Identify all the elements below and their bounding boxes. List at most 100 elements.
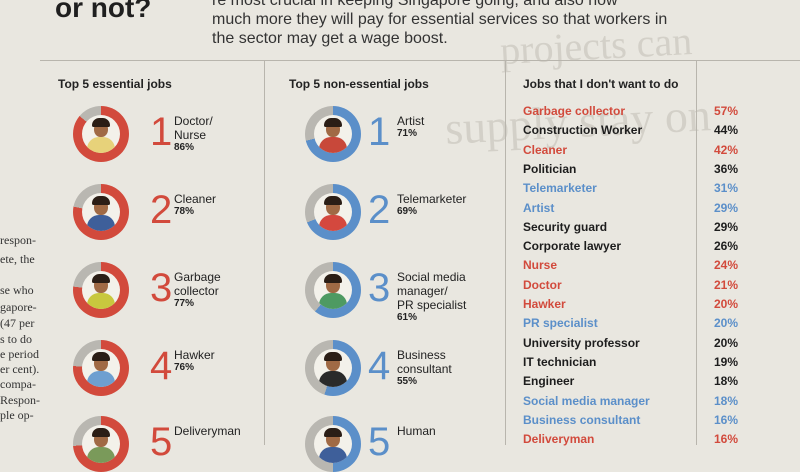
table-row: Telemarketer 31%: [523, 181, 738, 200]
job-percentage: 86%: [174, 142, 195, 153]
job-label: Doctor/: [174, 114, 213, 128]
side-text-line: (47 per: [0, 316, 35, 330]
table-row: Hawker 20%: [523, 297, 738, 316]
progress-ring: [73, 106, 129, 162]
figure-hair: [324, 352, 342, 361]
job-percentage: 20%: [713, 316, 738, 331]
side-text-line: er cent).: [0, 362, 40, 376]
side-text-line: gapore-: [0, 300, 37, 314]
side-text-line: e period: [0, 347, 39, 361]
figure-body: [87, 371, 115, 387]
figure-body: [319, 447, 347, 463]
job-percentage: 18%: [713, 374, 738, 389]
table-row: Social media manager 18%: [523, 394, 738, 413]
job-name: PR specialist: [523, 316, 598, 331]
side-text-line: compa-: [0, 377, 36, 391]
job-name: Garbage collector: [523, 104, 626, 118]
job-percentage: 31%: [713, 181, 738, 196]
job-label: Business: [397, 348, 446, 362]
job-percentage: 21%: [713, 277, 738, 292]
job-label: manager/: [397, 284, 448, 298]
figure-hair: [324, 274, 342, 283]
job-label: Nurse: [174, 128, 207, 142]
job-percentage: 16%: [713, 412, 738, 427]
table-row: Deliveryman 16%: [523, 432, 738, 451]
job-percentage: 61%: [397, 312, 418, 323]
figure-hair: [92, 196, 110, 205]
progress-ring: [305, 106, 361, 162]
job-label: Telemarketer: [397, 192, 467, 206]
table-row: Construction Worker 44%: [523, 123, 738, 142]
job-name: Construction Worker: [523, 123, 643, 138]
table-row: IT technician 19%: [523, 355, 738, 374]
job-name: Doctor: [523, 277, 562, 292]
rank-number: 2: [368, 188, 391, 232]
table-row: University professor 20%: [523, 336, 738, 355]
job-name: Hawker: [523, 297, 566, 311]
job-label: Cleaner: [174, 192, 217, 206]
dont-want-jobs-title: Jobs that I don't want to do: [523, 77, 679, 91]
job-label: Garbage: [174, 270, 221, 284]
rank-number: 4: [368, 344, 391, 388]
human-resources-icon: [314, 425, 352, 463]
progress-ring: [305, 340, 361, 396]
figure-body: [87, 447, 115, 463]
job-label: consultant: [397, 362, 452, 376]
figure-hair: [92, 428, 110, 437]
job-name: Deliveryman: [523, 432, 595, 447]
figure-hair: [92, 274, 110, 283]
job-name: Engineer: [523, 374, 575, 389]
progress-ring: [73, 340, 129, 396]
figure-hair: [92, 352, 110, 361]
table-row: Corporate lawyer 26%: [523, 239, 738, 258]
progress-ring: [73, 184, 129, 240]
hawker-icon: [82, 349, 120, 387]
job-percentage: 26%: [713, 239, 738, 254]
top-divider: [40, 60, 800, 61]
job-label: PR specialist: [397, 298, 467, 312]
job-name: Corporate lawyer: [523, 239, 622, 254]
job-name: Telemarketer: [523, 181, 597, 196]
rank-number: 4: [150, 344, 173, 388]
job-percentage: 29%: [713, 219, 738, 234]
job-name: Cleaner: [523, 142, 568, 157]
job-label: Social media: [397, 270, 466, 284]
rank-number: 1: [150, 110, 173, 154]
job-percentage: 20%: [713, 297, 738, 311]
job-percentage: 18%: [713, 393, 738, 408]
rank-number: 3: [150, 266, 173, 310]
job-percentage: 19%: [713, 354, 738, 369]
figure-body: [319, 215, 347, 231]
job-percentage: 78%: [174, 206, 195, 217]
intro-line-1: re most crucial in keeping Singapore goi…: [212, 0, 618, 9]
job-percentage: 24%: [713, 258, 738, 273]
job-percentage: 57%: [713, 104, 738, 118]
figure-body: [319, 371, 347, 387]
figure-hair: [324, 118, 342, 127]
table-row: Nurse 24%: [523, 258, 738, 277]
figure-body: [319, 137, 347, 153]
figure-body: [319, 293, 347, 309]
intro-line-3: the sector may get a wage boost.: [212, 30, 448, 47]
job-name: Security guard: [523, 219, 608, 234]
job-name: Business consultant: [523, 412, 641, 427]
rank-number: 1: [368, 110, 391, 154]
job-percentage: 16%: [713, 432, 738, 447]
deliveryman-icon: [82, 425, 120, 463]
job-label: Deliveryman: [174, 424, 241, 438]
table-row: Security guard 29%: [523, 220, 738, 239]
job-percentage: 29%: [713, 200, 738, 215]
job-percentage: 77%: [174, 298, 195, 309]
figure-hair: [324, 196, 342, 205]
column-divider-2: [505, 60, 506, 445]
job-label: collector: [174, 284, 219, 298]
figure-hair: [92, 118, 110, 127]
table-row: PR specialist 20%: [523, 316, 738, 335]
cleaner-icon: [82, 193, 120, 231]
column-divider-1: [264, 60, 265, 445]
job-percentage: 44%: [713, 123, 738, 138]
job-label: Artist: [397, 114, 425, 128]
side-text-line: s to do: [0, 332, 33, 346]
job-percentage: 76%: [174, 362, 195, 373]
